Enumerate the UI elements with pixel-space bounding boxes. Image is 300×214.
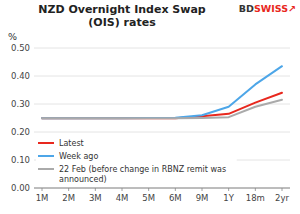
legend-label: Latest xyxy=(59,139,84,148)
x-tick xyxy=(175,188,176,191)
x-tick xyxy=(228,188,229,191)
grid xyxy=(34,48,290,188)
y-tick-label: 0.10 xyxy=(11,155,30,165)
legend: Latest Week ago 22 Feb (before change in R… xyxy=(36,136,237,186)
x-tick xyxy=(122,188,123,191)
grid-line xyxy=(34,132,290,133)
y-tick-label: 0.20 xyxy=(11,127,30,137)
x-tick-label: 1Y xyxy=(223,193,234,203)
x-tick-label: 2M xyxy=(62,193,75,203)
x-tick xyxy=(255,188,256,191)
x-tick xyxy=(95,188,96,191)
logo-part: SWISS xyxy=(254,3,288,14)
x-tick-label: 9M xyxy=(196,193,209,203)
grid-line xyxy=(34,188,290,189)
series-line xyxy=(42,93,282,118)
legend-label: 22 Feb (before change in RBNZ remit wasa… xyxy=(59,165,226,184)
y-axis-label: % xyxy=(8,31,17,42)
x-tick-label: 6M xyxy=(169,193,182,203)
grid-line xyxy=(34,48,290,49)
logo-part: ↗ xyxy=(288,3,296,14)
series-line xyxy=(42,100,282,118)
y-tick-label: 0.30 xyxy=(11,99,30,109)
x-tick-label: 3M xyxy=(89,193,102,203)
x-tick xyxy=(148,188,149,191)
y-tick-label: 0.40 xyxy=(11,71,30,81)
x-tick-label: 4M xyxy=(116,193,129,203)
x-tick xyxy=(68,188,69,191)
x-tick xyxy=(282,188,283,191)
legend-label: Week ago xyxy=(59,152,98,161)
lines xyxy=(42,66,282,118)
legend-handle xyxy=(38,168,54,170)
y-tick-label: 0.50 xyxy=(11,43,30,53)
legend-handle xyxy=(38,142,54,144)
title: NZD Overnight Index Swap(OIS) rates xyxy=(38,3,206,29)
series-line xyxy=(42,66,282,118)
legend-handle xyxy=(38,155,54,157)
background xyxy=(0,0,300,214)
legend-background xyxy=(36,136,237,186)
x-tick-label: 2yr xyxy=(275,193,289,203)
grid-line xyxy=(34,76,290,77)
x-tick-label: 5M xyxy=(142,193,155,203)
chart: NZD Overnight Index Swap(OIS) rates BDSWI… xyxy=(0,0,300,214)
logo: BDSWISS↗ xyxy=(239,3,296,14)
x-tick xyxy=(42,188,43,191)
x-tick-label: 18m xyxy=(246,193,265,203)
y-tick-label: 0.00 xyxy=(11,183,30,193)
x-tick-label: 1M xyxy=(36,193,49,203)
x-tick xyxy=(202,188,203,191)
x-axis-line xyxy=(34,188,290,189)
logo-part: BD xyxy=(239,3,254,14)
